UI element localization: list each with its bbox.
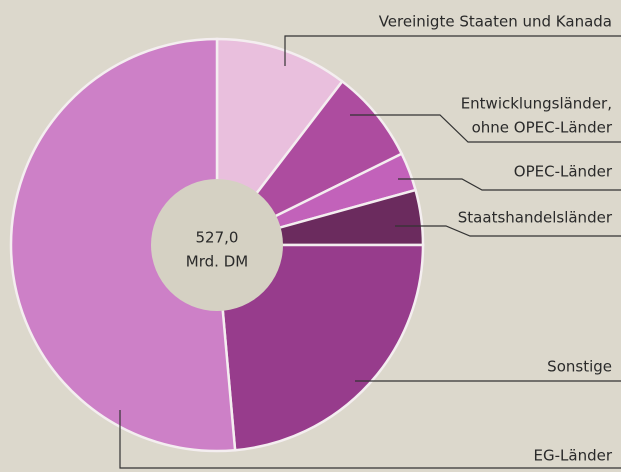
center-label: Mrd. DM bbox=[186, 253, 248, 271]
leader-line bbox=[284, 35, 621, 66]
slice-label: ohne OPEC-Länder bbox=[472, 119, 613, 137]
slice-label: Entwicklungsländer, bbox=[461, 95, 612, 113]
slice-label: OPEC-Länder bbox=[514, 163, 613, 181]
slice-label: Vereinigte Staaten und Kanada bbox=[379, 13, 612, 31]
leader-line bbox=[398, 178, 621, 191]
leader-line bbox=[350, 114, 621, 143]
slice bbox=[215, 243, 425, 452]
donut-hole bbox=[151, 179, 283, 311]
center-label: 527,0 bbox=[196, 229, 239, 247]
leader-line bbox=[395, 225, 621, 237]
slice bbox=[9, 37, 237, 453]
slice-label: Staatshandelsländer bbox=[458, 209, 613, 227]
slice-label: EG-Länder bbox=[534, 447, 613, 465]
slice-label: Sonstige bbox=[547, 358, 612, 376]
leader-line bbox=[119, 410, 621, 469]
